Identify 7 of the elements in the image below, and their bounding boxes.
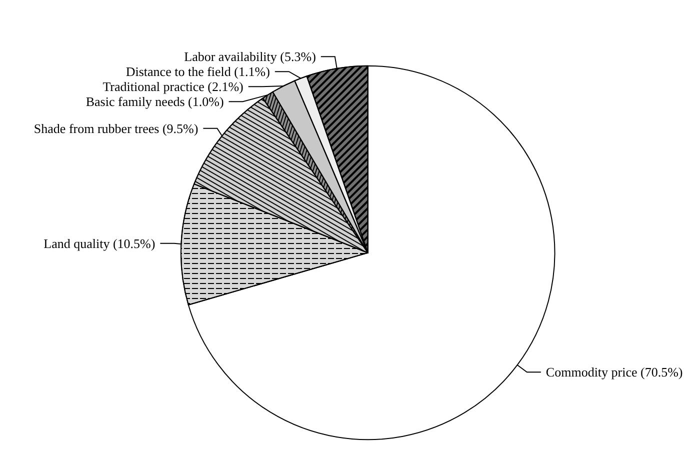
slice-label: Labor availability (5.3%) <box>184 49 316 64</box>
slice-label: Shade from rubber trees (9.5%) <box>34 120 198 136</box>
slice-label: Basic family needs (1.0%) <box>86 94 224 110</box>
slice-label: Commodity price (70.5%) <box>546 364 683 380</box>
slice-label: Traditional practice (2.1%) <box>102 79 244 94</box>
slice-label: Land quality (10.5%) <box>44 236 156 251</box>
slice-label: Distance to the field (1.1%) <box>126 64 270 80</box>
